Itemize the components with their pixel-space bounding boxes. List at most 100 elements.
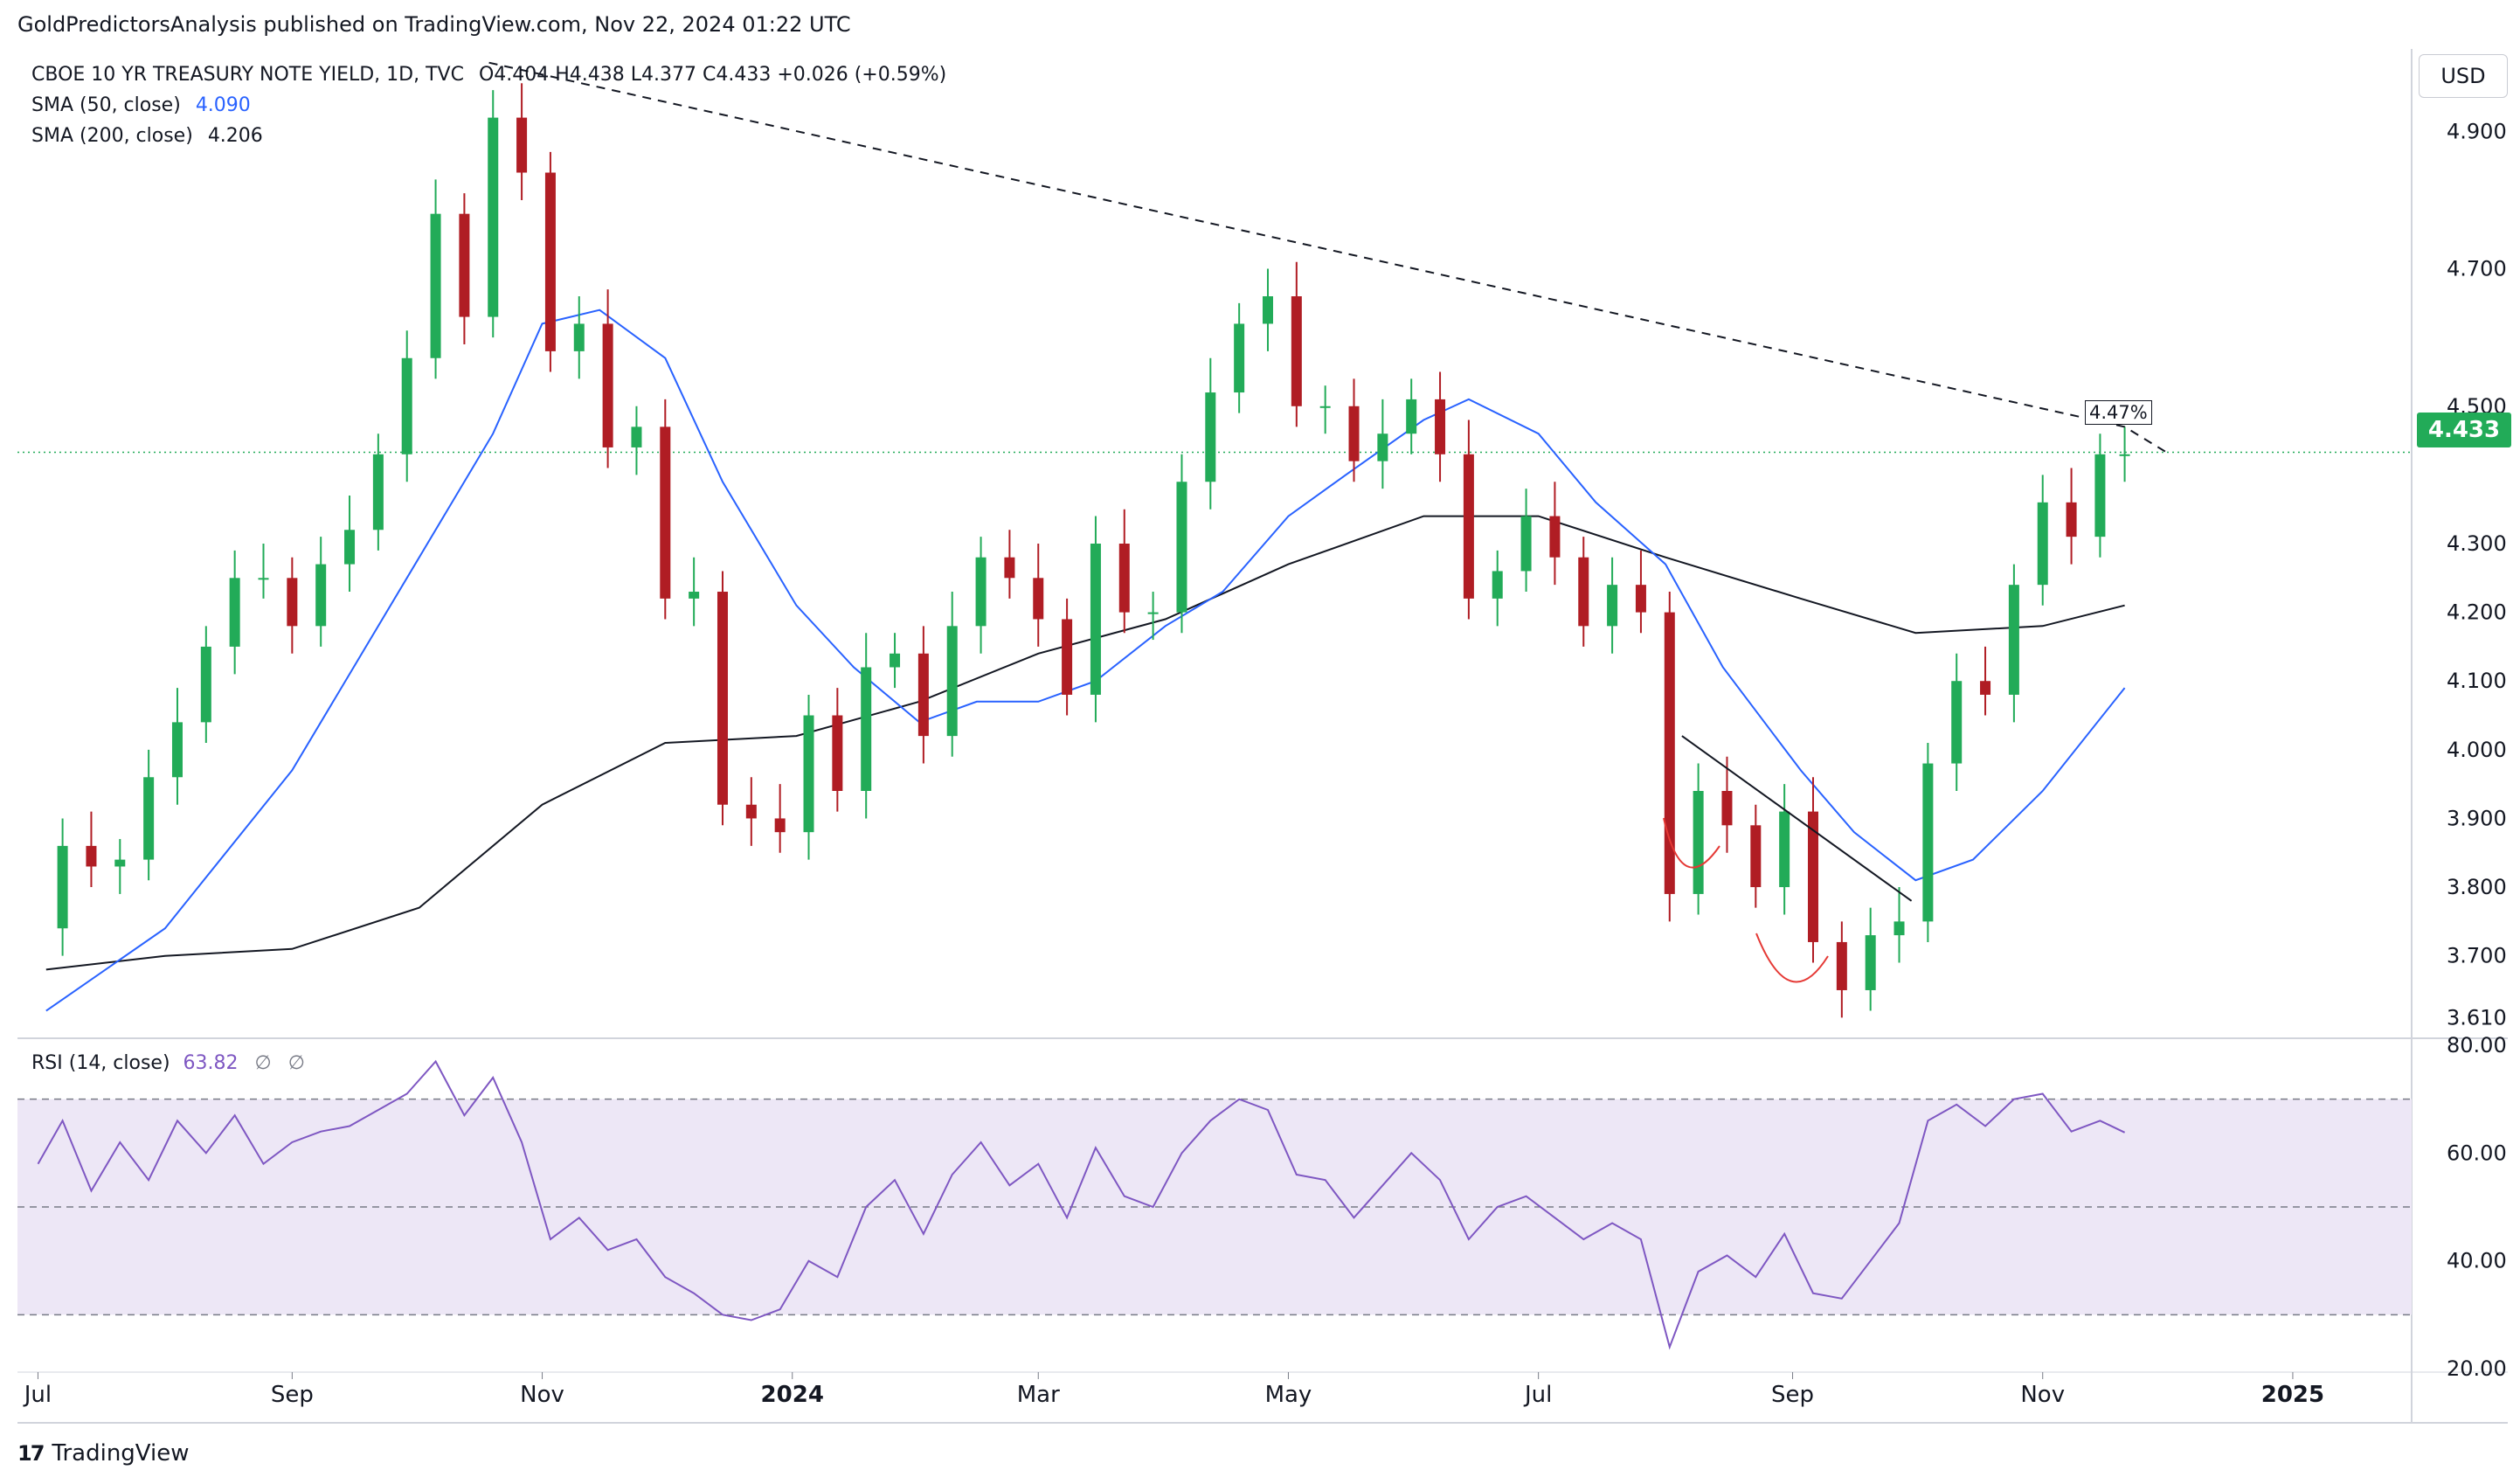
candle-body <box>171 722 183 778</box>
candle-body <box>861 667 872 791</box>
candle-body <box>917 653 929 737</box>
candle-body <box>1578 557 1589 627</box>
legend-sma200-value: 4.206 <box>207 125 263 147</box>
candle-body <box>631 426 642 447</box>
candle-body <box>1693 791 1704 894</box>
candle-body <box>1893 921 1905 936</box>
candle-body <box>1377 433 1388 461</box>
rsi-band-layer <box>17 1098 2412 1316</box>
candle-body <box>1406 399 1417 434</box>
candle-body <box>200 646 211 723</box>
brand-name: TradingView <box>52 1440 190 1467</box>
candle-body <box>975 557 987 627</box>
candle-body <box>1750 825 1762 888</box>
time-tick-label: 2025 <box>2261 1382 2324 1408</box>
legend-sma200-label: SMA (200, close) <box>31 125 193 147</box>
candle-body <box>516 117 528 173</box>
price-axis: 4.9004.7004.5004.3004.2004.1004.0003.900… <box>2447 119 2507 1381</box>
candle-body <box>890 653 901 668</box>
candle-body <box>946 626 958 737</box>
price-tick-label: 4.000 <box>2447 738 2507 762</box>
candle-body <box>1607 585 1618 627</box>
legend-sma200-row: SMA (200, close) 4.206 <box>31 121 946 151</box>
candle-body <box>1435 399 1446 454</box>
currency-button[interactable]: USD <box>2419 54 2508 98</box>
candle-body <box>86 845 97 867</box>
price-tick-label: 3.700 <box>2447 944 2507 968</box>
price-tick-label: 4.200 <box>2447 600 2507 625</box>
time-tick-label: Jul <box>1523 1382 1552 1408</box>
time-tick-label: Nov <box>520 1382 564 1408</box>
rsi-legend: RSI (14, close) 63.82 ∅ ∅ <box>31 1052 305 1074</box>
main-legend: CBOE 10 YR TREASURY NOTE YIELD, 1D, TVC … <box>31 59 946 151</box>
price-tick-label: 4.900 <box>2447 119 2507 143</box>
candle-body <box>1090 544 1101 695</box>
candle-body <box>488 117 499 317</box>
candle-body <box>1951 681 1963 764</box>
price-tick-label: 3.900 <box>2447 806 2507 830</box>
candle-body <box>544 172 556 351</box>
legend-symbol-row: CBOE 10 YR TREASURY NOTE YIELD, 1D, TVC … <box>31 59 946 90</box>
rsi-legend-extra-1: ∅ <box>254 1052 272 1074</box>
chart-frame <box>17 49 2508 1424</box>
candle-body <box>1463 454 1474 599</box>
tradingview-logo-icon: 17 <box>17 1441 45 1466</box>
candle-body <box>1664 612 1675 894</box>
candle-body <box>1062 619 1073 695</box>
time-tick-label: Jul <box>23 1382 52 1408</box>
candle-body <box>459 213 470 317</box>
candle-body <box>1549 516 1561 558</box>
candle-body <box>1118 544 1130 613</box>
price-tick-label: 4.100 <box>2447 669 2507 693</box>
legend-sma50-label: SMA (50, close) <box>31 94 181 116</box>
cup-curve-left <box>1663 817 1720 869</box>
candle-body <box>660 426 671 599</box>
candle-body <box>1836 941 1847 990</box>
candle-body <box>717 592 728 805</box>
legend-sma50-row: SMA (50, close) 4.090 <box>31 90 946 121</box>
candles-layer <box>57 83 2130 1018</box>
candle-body <box>1520 516 1532 572</box>
candle-body <box>2119 454 2130 456</box>
candle-body <box>287 578 298 627</box>
candle-body <box>258 578 269 580</box>
candle-body <box>573 323 585 351</box>
breakout-trendline <box>1681 735 1913 902</box>
candle-body <box>229 578 240 647</box>
candle-body <box>401 357 412 454</box>
rsi-legend-label: RSI (14, close) <box>31 1052 170 1074</box>
publisher-line: GoldPredictorsAnalysis published on Trad… <box>17 12 851 37</box>
candle-body <box>774 818 786 833</box>
rsi-tick-label: 40.00 <box>2447 1249 2507 1273</box>
time-tick-label: Nov <box>2020 1382 2065 1408</box>
descending-trendline <box>488 61 2170 455</box>
tradingview-brand[interactable]: 17 TradingView <box>17 1440 190 1467</box>
candle-body <box>57 845 68 929</box>
pattern-curves-layer <box>1663 817 1829 983</box>
price-tick-label: 3.610 <box>2447 1005 2507 1030</box>
rsi-line <box>37 1059 2126 1350</box>
candle-body <box>1635 585 1646 613</box>
price-tick-label: 4.700 <box>2447 257 2507 281</box>
candle-body <box>1779 811 1790 888</box>
candle-body <box>1319 406 1331 408</box>
legend-ohlc: O4.404 H4.438 L4.377 C4.433 +0.026 (+0.5… <box>478 64 947 86</box>
candle-body <box>689 592 700 599</box>
last-price-tag: 4.433 <box>2417 413 2511 447</box>
candle-body <box>1721 791 1733 826</box>
legend-symbol: CBOE 10 YR TREASURY NOTE YIELD, 1D, TVC <box>31 64 464 86</box>
candle-body <box>1033 578 1044 620</box>
candle-body <box>1234 323 1245 393</box>
candle-body <box>1176 482 1187 613</box>
candle-body <box>430 213 441 358</box>
time-tick-label: Sep <box>1771 1382 1814 1408</box>
time-axis: Jul Sep Nov 2024 Mar May Jul Sep Nov 2025 <box>23 1372 2324 1408</box>
rsi-tick-label: 60.00 <box>2447 1141 2507 1165</box>
time-tick-label: Sep <box>271 1382 314 1408</box>
candle-body <box>2066 502 2077 537</box>
sma200-line <box>45 515 2125 971</box>
candle-body <box>114 859 126 867</box>
rsi-tick-label: 20.00 <box>2447 1356 2507 1381</box>
rsi-legend-extra-2: ∅ <box>287 1052 305 1074</box>
price-tick-label: 3.800 <box>2447 875 2507 899</box>
